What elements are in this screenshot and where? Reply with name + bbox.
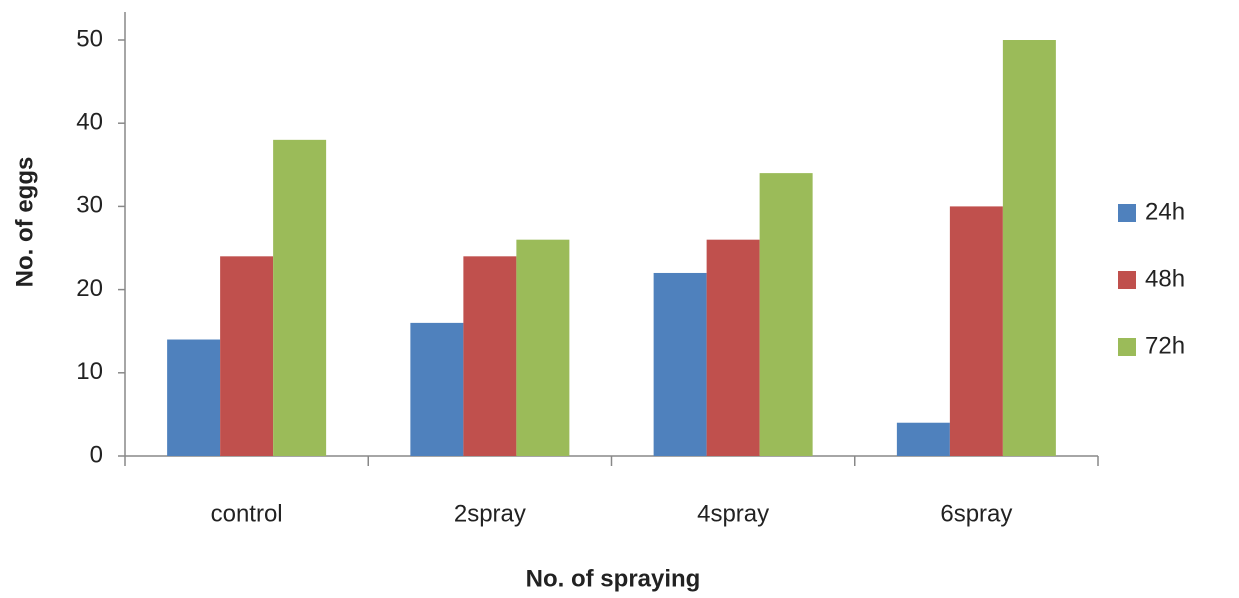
x-tick-label: 6spray [940,500,1012,527]
legend-label: 72h [1145,332,1185,359]
legend-swatch [1118,338,1136,356]
bar [410,322,464,456]
y-axis-label: No. of eggs [11,157,38,288]
y-tick-label: 50 [76,25,103,52]
bar [896,422,950,456]
bar [516,239,570,456]
x-tick-label: 2spray [454,500,526,527]
x-axis-label: No. of spraying [526,565,701,592]
y-tick-label: 40 [76,109,103,136]
bar [653,272,707,456]
bar [167,339,221,456]
x-tick-label: control [211,500,283,527]
legend-label: 48h [1145,265,1185,292]
bar [273,139,327,456]
bar [220,256,274,456]
legend-swatch [1118,271,1136,289]
y-tick-label: 30 [76,192,103,219]
legend-swatch [1118,204,1136,222]
bar [463,256,517,456]
x-tick-label: 4spray [697,500,769,527]
legend-label: 24h [1145,198,1185,225]
y-tick-label: 20 [76,275,103,302]
bar [949,206,1003,456]
bar [706,239,760,456]
bar [759,173,813,456]
y-tick-label: 10 [76,358,103,385]
y-tick-label: 0 [90,441,103,468]
bar [1002,40,1056,456]
